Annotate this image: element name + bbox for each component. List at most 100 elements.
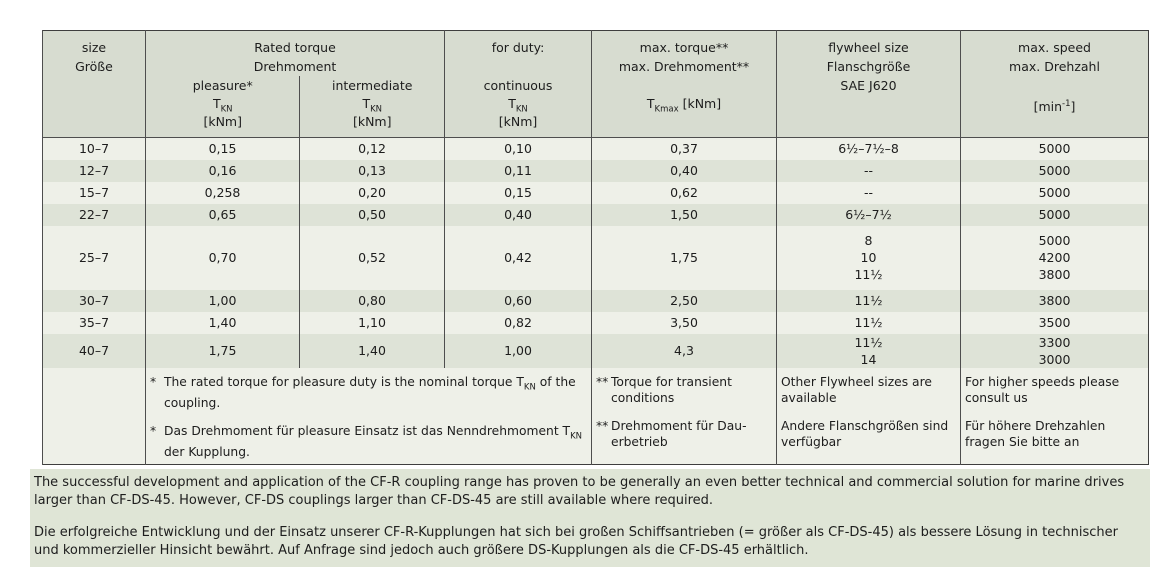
cell-size: 35–7 [42, 311, 146, 334]
cell-max-torque: 0,40 [591, 159, 777, 182]
pleasure-label: pleasure* [192, 78, 253, 93]
cell-max-speed: 5000 [960, 137, 1149, 160]
cell-max-speed: 5000 4200 3800 [960, 225, 1149, 290]
cell-pleasure-torque: 1,00 [145, 289, 300, 312]
cell-size: 10–7 [42, 137, 146, 160]
notes-block: The successful development and applicati… [30, 469, 1150, 567]
max-torque-label-en: max. torque** [639, 40, 729, 55]
cell-pleasure-torque: 0,16 [145, 159, 300, 182]
cell-pleasure-torque: 0,258 [145, 181, 300, 204]
cell-pleasure-torque: 1,75 [145, 333, 300, 368]
table-row: 10–7 0,15 0,12 0,10 0,37 6½–7½–8 5000 [42, 137, 1149, 160]
flywheel-sae-standard: SAE J620 [840, 78, 897, 93]
cell-intermediate-torque: 0,12 [299, 137, 445, 160]
max-speed-label-de: max. Drehzahl [1009, 59, 1100, 74]
cell-continuous-torque: 1,00 [444, 333, 592, 368]
col-header-max-speed: max. speed max. Drehzahl [min-1] [960, 30, 1149, 138]
note-paragraph-en: The successful development and applicati… [34, 475, 1125, 508]
cell-max-speed: 3500 [960, 311, 1149, 334]
cell-pleasure-torque: 0,15 [145, 137, 300, 160]
cell-flywheel-size: 11½ [776, 311, 961, 334]
intermediate-symbol: TKN [362, 96, 383, 115]
cell-size: 25–7 [42, 225, 146, 290]
table-row: 12–7 0,16 0,13 0,11 0,40 -- 5000 [42, 159, 1149, 182]
cell-flywheel-size: -- [776, 181, 961, 204]
cell-max-speed: 5000 [960, 159, 1149, 182]
table-row: 35–7 1,40 1,10 0,82 3,50 11½ 3500 [42, 311, 1149, 334]
col-header-for-duty: for duty: continuous TKN [kNm] [444, 30, 592, 138]
cell-max-speed: 3300 3000 [960, 333, 1149, 368]
cell-max-torque: 1,50 [591, 203, 777, 226]
continuous-unit: [kNm] [498, 114, 538, 129]
cell-continuous-torque: 0,82 [444, 311, 592, 334]
cell-max-torque: 3,50 [591, 311, 777, 334]
rated-torque-subcolumns: pleasure* TKN [kNm] intermediate TKN [kN… [146, 76, 444, 137]
intermediate-label: intermediate [332, 78, 413, 93]
table-row: 25–7 0,70 0,52 0,42 1,75 8 10 11½ 5000 4… [42, 225, 1149, 290]
table-row: 40–7 1,75 1,40 1,00 4,3 11½ 14 3300 3000 [42, 333, 1149, 368]
footnote-max-torque-de: ** Drehmoment für Dau­erbetrieb [596, 418, 747, 449]
cell-intermediate-torque: 0,80 [299, 289, 445, 312]
cell-max-speed: 5000 [960, 203, 1149, 226]
cell-footnote-empty [42, 367, 146, 465]
cell-flywheel-size: -- [776, 159, 961, 182]
spacer [963, 76, 1146, 95]
col-header-max-torque: max. torque** max. Drehmoment** TKmax [k… [591, 30, 777, 138]
cell-size: 30–7 [42, 289, 146, 312]
cell-max-torque: 0,37 [591, 137, 777, 160]
col-header-rated-torque: Rated torque Drehmoment pleasure* TKN [k… [145, 30, 445, 138]
footnote-rated-en: * The rated torque for pleasure duty is … [150, 374, 576, 410]
cell-pleasure-torque: 0,70 [145, 225, 300, 290]
flywheel-label-de: Flanschgröße [826, 59, 911, 74]
subcol-header-intermediate: intermediate TKN [kNm] [299, 76, 444, 137]
cell-pleasure-torque: 1,40 [145, 311, 300, 334]
col-header-flywheel-size: flywheel size Flanschgröße SAE J620 [776, 30, 961, 138]
cell-pleasure-torque: 0,65 [145, 203, 300, 226]
spacer [594, 76, 774, 95]
cell-flywheel-size: 8 10 11½ [776, 225, 961, 290]
footnote-flywheel-de: Andere Flanschgrößen sind verfügbar [781, 418, 949, 449]
subcol-header-pleasure: pleasure* TKN [kNm] [146, 76, 299, 137]
table-row: 15–7 0,258 0,20 0,15 0,62 -- 5000 [42, 181, 1149, 204]
cell-continuous-torque: 0,60 [444, 289, 592, 312]
table-row: 30–7 1,00 0,80 0,60 2,50 11½ 3800 [42, 289, 1149, 312]
cell-max-torque: 1,75 [591, 225, 777, 290]
spacer [447, 57, 589, 76]
cell-intermediate-torque: 0,13 [299, 159, 445, 182]
footnote-max-torque-en: ** Torque for transient conditions [596, 374, 732, 405]
cell-max-torque: 0,62 [591, 181, 777, 204]
flywheel-label-en: flywheel size [828, 40, 909, 55]
cell-continuous-torque: 0,15 [444, 181, 592, 204]
size-label-de: Größe [75, 59, 113, 74]
coupling-spec-table: size Größe Rated torque Drehmoment pleas… [42, 30, 1149, 466]
cell-footnote-flywheel: Other Flywheel sizes are available Ander… [776, 367, 961, 465]
cell-flywheel-size: 11½ [776, 289, 961, 312]
pleasure-symbol: TKN [212, 96, 233, 115]
cell-footnote-speed: For higher speeds please consult us Für … [960, 367, 1149, 465]
cell-continuous-torque: 0,42 [444, 225, 592, 290]
for-duty-label: for duty: [491, 40, 545, 55]
cell-continuous-torque: 0,40 [444, 203, 592, 226]
cell-max-speed: 5000 [960, 181, 1149, 204]
cell-flywheel-size: 6½–7½ [776, 203, 961, 226]
cell-max-torque: 4,3 [591, 333, 777, 368]
cell-size: 15–7 [42, 181, 146, 204]
cell-continuous-torque: 0,10 [444, 137, 592, 160]
footnote-rated-de: * Das Drehmoment für pleasure Einsatz is… [150, 423, 583, 460]
size-label-en: size [81, 40, 107, 55]
cell-intermediate-torque: 0,20 [299, 181, 445, 204]
max-torque-symbol: TKmax [kNm] [646, 96, 722, 115]
cell-flywheel-size: 11½ 14 [776, 333, 961, 368]
continuous-label: continuous [483, 78, 553, 93]
intermediate-unit: [kNm] [352, 114, 392, 129]
cell-max-torque: 2,50 [591, 289, 777, 312]
cell-intermediate-torque: 0,50 [299, 203, 445, 226]
cell-size: 12–7 [42, 159, 146, 182]
cell-intermediate-torque: 1,10 [299, 311, 445, 334]
cell-intermediate-torque: 0,52 [299, 225, 445, 290]
cell-footnote-rated-torque: * The rated torque for pleasure duty is … [145, 367, 592, 465]
footnote-speed-en: For higher speeds please consult us [965, 374, 1120, 405]
max-speed-unit: [min-1] [1033, 99, 1076, 115]
rated-torque-label-en: Rated torque [254, 40, 336, 55]
